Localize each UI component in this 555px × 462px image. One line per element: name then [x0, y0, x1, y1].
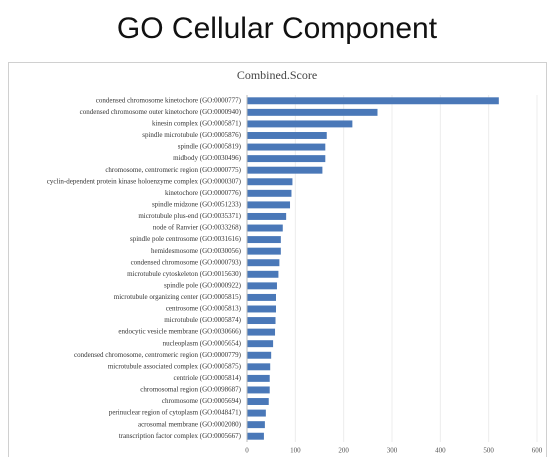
y-tick-label: node of Ranvier (GO:0033268) [153, 224, 242, 232]
bar [247, 166, 323, 174]
bar [247, 108, 378, 116]
bar [247, 178, 293, 186]
bar [247, 398, 269, 405]
x-tick-label: 100 [290, 447, 301, 455]
y-tick-label: condensed chromosome outer kinetochore (… [80, 108, 242, 116]
bar [247, 212, 287, 220]
y-tick-label: microtubule plus-end (GO:0035371) [138, 212, 241, 220]
bar [247, 351, 272, 359]
y-tick-label: kinesin complex (GO:0005871) [152, 120, 242, 128]
y-tick-label: condensed chromosome, centromeric region… [74, 351, 242, 359]
y-tick-label: chromosome, centromeric region (GO:00007… [105, 166, 241, 174]
bar [247, 155, 326, 163]
chart-title: Combined.Score [237, 68, 317, 82]
bar [247, 201, 291, 209]
y-tick-label: microtubule associated complex (GO:00058… [108, 362, 242, 370]
y-tick-label: spindle microtubule (GO:0005876) [142, 131, 241, 139]
bar [247, 421, 265, 429]
y-tick-label: microtubule organizing center (GO:000581… [114, 293, 242, 301]
bar [247, 132, 327, 139]
y-tick-label: endocytic vesicle membrane (GO:0030666) [118, 328, 241, 336]
y-tick-label: condensed chromosome kinetochore (GO:000… [96, 96, 242, 104]
y-tick-label: spindle pole (GO:0000922) [164, 281, 242, 289]
bar [247, 120, 353, 128]
x-tick-label: 200 [338, 447, 349, 455]
x-tick-label: 600 [532, 447, 543, 455]
bar [247, 247, 281, 255]
bar [247, 143, 326, 151]
y-tick-label: transcription factor complex (GO:0005667… [119, 432, 242, 440]
bar [247, 386, 270, 394]
bar [247, 259, 280, 267]
bar [247, 293, 276, 301]
bar [247, 305, 276, 313]
bar [247, 328, 276, 336]
y-tick-label: acrosomal membrane (GO:0002080) [138, 420, 242, 428]
y-tick-label: spindle pole centrosome (GO:0031616) [130, 235, 242, 243]
bar [247, 236, 281, 244]
bar [247, 432, 264, 440]
y-tick-label: chromosome (GO:0005694) [162, 397, 242, 405]
y-tick-label: centriole (GO:0005814) [174, 374, 242, 382]
y-tick-label: spindle (GO:0005819) [178, 143, 242, 151]
y-tick-label: microtubule (GO:0005874) [164, 316, 241, 324]
y-tick-label: microtubule cytoskeleton (GO:0015630) [127, 270, 242, 278]
x-tick-label: 400 [435, 447, 446, 455]
bar [247, 374, 270, 382]
x-tick-label: 300 [387, 447, 398, 455]
y-tick-label: hemidesmosome (GO:0030056) [151, 247, 242, 255]
bar [247, 97, 499, 105]
chart-frame [8, 62, 547, 462]
y-tick-label: centrosome (GO:0005813) [166, 305, 242, 313]
bar [247, 270, 279, 278]
bar [247, 189, 292, 197]
y-tick-label: spindle midzone (GO:0051233) [152, 200, 242, 208]
y-tick-label: cyclin-dependent protein kinase holoenzy… [47, 177, 242, 185]
bar [247, 224, 283, 232]
bar [247, 282, 277, 290]
y-tick-label: midbody (GO:0030496) [173, 154, 242, 162]
bar [247, 317, 276, 325]
y-tick-label: condensed chromosome (GO:0000793) [131, 258, 242, 266]
y-tick-label: chromosomal region (GO:0098687) [140, 386, 241, 394]
x-tick-label: 500 [483, 447, 494, 455]
y-tick-label: perinuclear region of cytoplasm (GO:0048… [109, 409, 242, 417]
x-tick-label: 0 [245, 447, 249, 455]
bar [247, 340, 274, 348]
y-tick-label: kinetochore (GO:0000776) [165, 189, 242, 197]
bar [247, 409, 266, 417]
y-tick-label: nucleoplasm (GO:0005654) [163, 339, 242, 347]
page-title: GO Cellular Component [117, 12, 438, 45]
bar [247, 363, 271, 371]
